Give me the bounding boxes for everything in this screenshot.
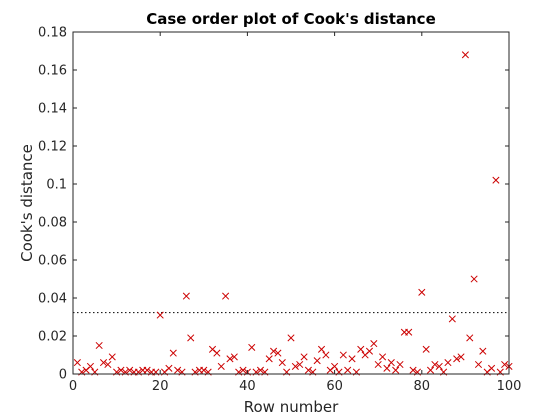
data-point [492,176,500,184]
data-point [248,343,256,351]
data-point [444,359,452,367]
data-point [357,345,365,353]
x-tick-label: 80 [414,379,431,394]
data-point [126,366,134,374]
data-point [501,360,509,369]
data-point [104,360,112,369]
data-point [322,351,330,359]
data-point [226,355,234,363]
plot-area [73,32,509,374]
data-point [182,292,190,300]
data-point [217,362,225,370]
data-point [291,362,299,370]
y-tick-label: 0.04 [38,292,67,307]
data-point [174,366,182,374]
data-point [278,359,286,367]
data-point [95,341,103,350]
data-point [374,360,382,369]
y-tick-label: 0.16 [38,64,67,79]
data-point [379,353,387,361]
data-point [313,357,321,365]
data-point [470,275,478,283]
data-point [339,351,347,359]
data-point [448,315,456,323]
data-point [265,355,273,363]
data-point [426,366,435,374]
y-tick-label: 0.1 [46,178,67,193]
data-point [453,355,461,363]
data-point [169,349,177,357]
axes-box [72,31,510,375]
x-tick-label: 100 [497,379,522,394]
data-point [86,362,94,370]
data-point [274,349,282,357]
data-point [348,355,356,363]
x-tick-label: 40 [239,379,256,394]
data-point [418,288,426,296]
data-point [270,347,278,355]
data-point [156,311,164,319]
x-axis-label: Row number [244,398,339,416]
data-point [396,360,404,369]
data-point [365,347,374,355]
data-point [117,366,125,374]
data-point [431,360,439,369]
data-point [187,334,195,342]
x-tick-label: 60 [326,379,343,394]
data-point [474,360,483,369]
y-tick-label: 0.06 [38,254,67,269]
data-point [165,364,173,372]
data-point [200,366,208,374]
y-tick-label: 0.18 [38,26,67,41]
data-point [99,359,108,367]
data-point [457,353,465,361]
data-point [73,359,81,367]
data-point [479,347,487,355]
x-tick-label: 0 [69,379,77,394]
data-point [317,345,326,353]
data-point [239,366,247,374]
data-point [488,364,496,372]
data-point [422,345,430,353]
data-point [383,364,391,372]
data-point [230,353,238,361]
data-point [405,328,413,336]
axes-layer: 0 20 40 60 80 100 0 0.02 0.04 0.06 0.08 0.1 0.12 0.14… [38,26,521,395]
data-point [296,360,304,369]
data-point [108,353,116,361]
x-tick-label: 20 [152,379,169,394]
data-point [466,334,474,342]
data-point [331,362,339,370]
data-point [370,340,378,348]
data-point [213,349,221,357]
data-point [387,359,395,367]
data-point [256,366,265,374]
y-axis-label: Cook's distance [18,144,36,262]
data-point [143,366,151,374]
y-tick-label: 0.12 [38,140,67,155]
data-point [461,51,469,59]
data-point [392,366,400,374]
y-tick-label: 0 [59,368,67,383]
data-point [409,366,417,374]
chart-title: Case order plot of Cook's distance [146,10,436,28]
data-point [344,366,352,374]
data-point [435,362,443,370]
data-point [287,334,295,342]
y-tick-label: 0.08 [38,216,67,231]
data-point [304,366,312,374]
y-tick-label: 0.14 [38,102,67,117]
data-point [300,353,308,361]
data-point [222,292,230,300]
y-tick-label: 0.02 [38,330,67,345]
